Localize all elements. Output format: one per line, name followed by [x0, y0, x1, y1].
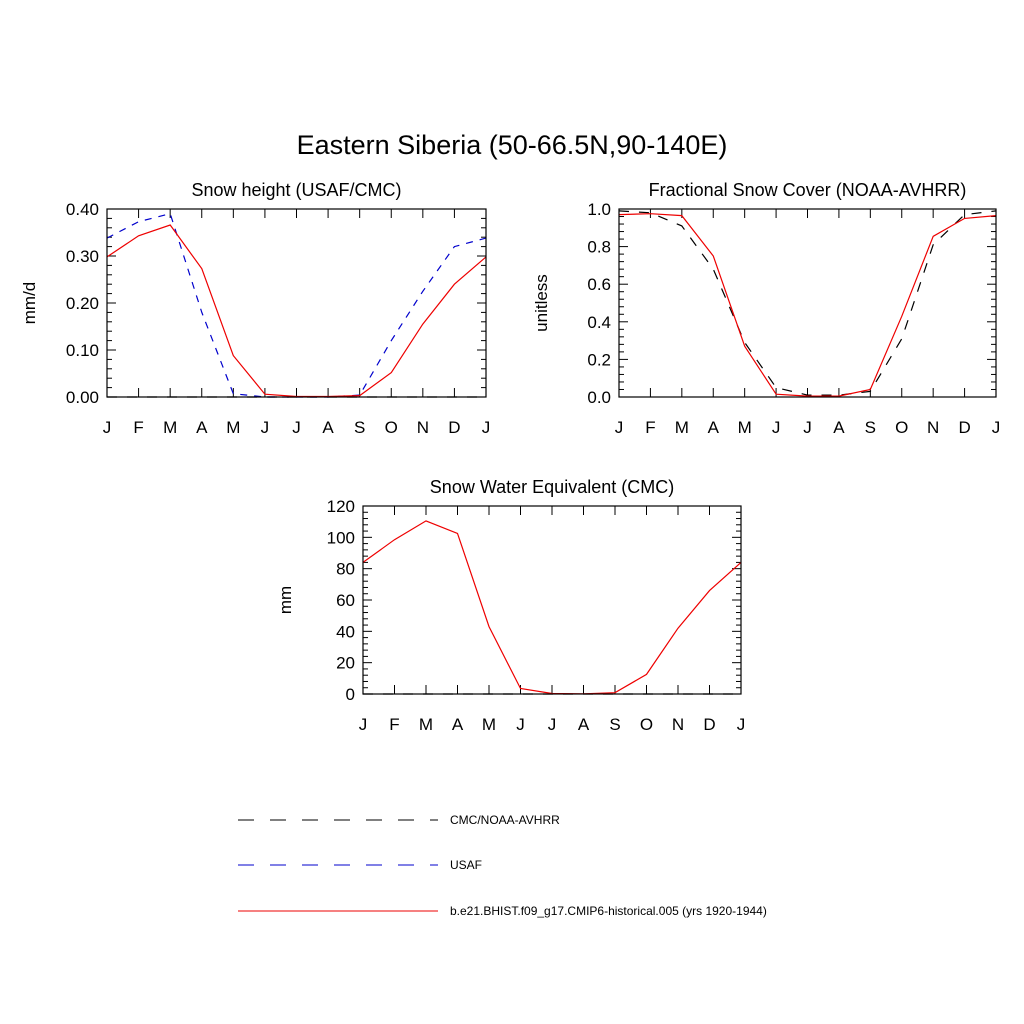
x-tick-label: J: [482, 418, 491, 437]
x-tick-label: M: [675, 418, 689, 437]
y-tick-label: 0.8: [587, 238, 611, 257]
y-axis-label: unitless: [532, 274, 551, 332]
x-tick-label: J: [737, 715, 746, 734]
x-tick-label: J: [548, 715, 557, 734]
x-tick-label: D: [958, 418, 970, 437]
y-tick-label: 0.6: [587, 275, 611, 294]
series-line-model: [618, 213, 997, 397]
x-tick-label: S: [865, 418, 876, 437]
x-tick-label: A: [196, 418, 208, 437]
plot-frame: [106, 208, 487, 398]
y-tick-label: 0.2: [587, 350, 611, 369]
panel-snow-cover: Fractional Snow Cover (NOAA-AVHRR) unitle…: [532, 180, 1000, 437]
x-tick-label: M: [482, 715, 496, 734]
plot-frame: [362, 505, 742, 695]
x-tick-label: J: [516, 715, 525, 734]
y-tick-label: 0.40: [66, 200, 99, 219]
y-axis-label: mm/d: [20, 282, 39, 325]
y-tick-label: 0: [346, 685, 355, 704]
panel-title: Snow height (USAF/CMC): [191, 180, 401, 200]
x-tick-label: N: [417, 418, 429, 437]
y-tick-label: 0.4: [587, 313, 611, 332]
plot-frame: [618, 208, 997, 398]
legend-label-usaf: USAF: [450, 858, 482, 872]
x-tick-label: A: [452, 715, 464, 734]
x-tick-label: O: [385, 418, 398, 437]
x-tick-label: J: [261, 418, 270, 437]
x-tick-label: M: [163, 418, 177, 437]
y-tick-label: 0.0: [587, 388, 611, 407]
x-tick-label: F: [389, 715, 399, 734]
legend: CMC/NOAA-AVHRR USAF b.e21.BHIST.f09_g17.CM…: [238, 813, 767, 918]
figure-title: Eastern Siberia (50-66.5N,90-140E): [296, 130, 728, 160]
panel-snow-water-equivalent: Snow Water Equivalent (CMC) mm 0 20 40 60 80 10…: [276, 477, 745, 734]
series-line-obs: [618, 210, 997, 396]
x-tick-label: J: [772, 418, 781, 437]
y-tick-label: 0.10: [66, 341, 99, 360]
y-tick-label: 1.0: [587, 200, 611, 219]
panel-snow-height: Snow height (USAF/CMC) mm/d 0.00 0.10 0.20 0.…: [20, 180, 490, 437]
x-tick-label: S: [609, 715, 620, 734]
legend-label-obs: CMC/NOAA-AVHRR: [450, 813, 560, 827]
x-tick-label: M: [226, 418, 240, 437]
x-tick-label: A: [578, 715, 590, 734]
x-tick-label: A: [833, 418, 845, 437]
x-tick-label: J: [292, 418, 301, 437]
y-tick-label: 0.20: [66, 294, 99, 313]
x-tick-label: M: [738, 418, 752, 437]
x-tick-label: J: [359, 715, 368, 734]
x-tick-label: F: [645, 418, 655, 437]
series-line-usaf: [106, 212, 487, 398]
x-tick-label: N: [672, 715, 684, 734]
series-line-model: [106, 224, 487, 398]
y-tick-label: 20: [336, 654, 355, 673]
y-tick-label: 80: [336, 560, 355, 579]
x-tick-label: O: [895, 418, 908, 437]
x-tick-label: A: [708, 418, 720, 437]
x-tick-label: J: [803, 418, 812, 437]
y-tick-label: 100: [327, 528, 355, 547]
y-tick-label: 40: [336, 622, 355, 641]
y-tick-label: 120: [327, 497, 355, 516]
x-tick-label: O: [640, 715, 653, 734]
x-tick-label: F: [133, 418, 143, 437]
x-tick-label: J: [992, 418, 1001, 437]
panel-title: Snow Water Equivalent (CMC): [430, 477, 674, 497]
y-tick-label: 0.00: [66, 388, 99, 407]
y-axis-label: mm: [276, 586, 295, 614]
x-tick-label: S: [354, 418, 365, 437]
x-tick-label: D: [703, 715, 715, 734]
legend-label-model: b.e21.BHIST.f09_g17.CMIP6-historical.005…: [450, 904, 767, 918]
x-tick-label: D: [448, 418, 460, 437]
x-tick-label: J: [103, 418, 112, 437]
series-line-model: [362, 520, 742, 695]
panel-title: Fractional Snow Cover (NOAA-AVHRR): [649, 180, 967, 200]
x-tick-label: N: [927, 418, 939, 437]
y-tick-label: 0.30: [66, 247, 99, 266]
y-tick-label: 60: [336, 591, 355, 610]
x-tick-label: A: [322, 418, 334, 437]
x-tick-label: M: [419, 715, 433, 734]
x-tick-label: J: [615, 418, 624, 437]
